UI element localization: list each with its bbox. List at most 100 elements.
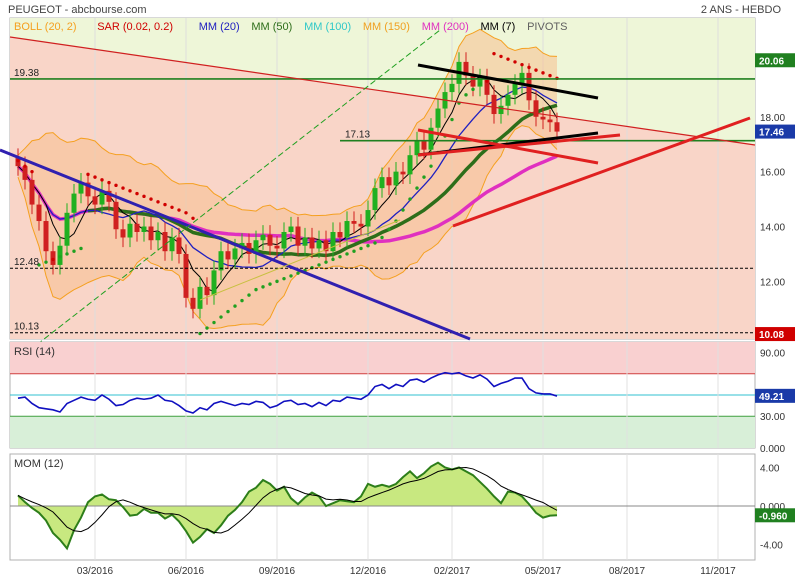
candle-body bbox=[470, 75, 476, 87]
candle-body bbox=[141, 226, 147, 232]
trend-line-dashed-green bbox=[29, 29, 441, 351]
candle-body bbox=[295, 226, 301, 246]
sar-dot bbox=[191, 216, 195, 220]
bollinger-lower-line bbox=[17, 125, 558, 329]
sar-dot bbox=[79, 246, 83, 251]
sar-dot bbox=[331, 257, 335, 262]
candle-body bbox=[323, 240, 329, 252]
candle-body bbox=[540, 116, 546, 120]
price-panel: 19.38 17.13 12.48 10.13 BOLL (20, 2) SAR (0.… bbox=[0, 17, 795, 351]
candle-body bbox=[505, 94, 511, 106]
chart-period: 2 ANS - HEBDO bbox=[701, 4, 782, 16]
candle-body bbox=[99, 190, 105, 205]
candle-body bbox=[225, 251, 231, 260]
sar-dot bbox=[464, 93, 468, 97]
sar-dot bbox=[247, 293, 251, 297]
rsi-y-tick: 90.00 bbox=[760, 349, 785, 360]
candle-body bbox=[449, 83, 455, 93]
sar-dot bbox=[128, 189, 132, 193]
x-tick-label: 05/2017 bbox=[525, 566, 562, 577]
sar-dot bbox=[324, 260, 328, 264]
sar-dot bbox=[527, 65, 531, 70]
sar-dot bbox=[16, 158, 20, 163]
legend-item: MM (50) bbox=[251, 21, 292, 33]
sar-dot bbox=[261, 285, 265, 289]
legend-item: MM (20) bbox=[199, 21, 240, 33]
x-tick-label: 12/2016 bbox=[350, 566, 387, 577]
candle-body bbox=[288, 226, 294, 232]
sar-dot bbox=[338, 254, 342, 259]
sar-dot bbox=[534, 68, 538, 72]
legend-item: MM (100) bbox=[304, 21, 351, 33]
candle-body bbox=[176, 237, 182, 254]
sar-dot bbox=[58, 254, 62, 259]
sar-dot bbox=[135, 191, 139, 196]
candle-body bbox=[232, 248, 238, 260]
candle-body bbox=[309, 237, 315, 249]
candle-body bbox=[484, 78, 490, 95]
candle-body bbox=[351, 221, 357, 224]
last-value-badge bbox=[755, 124, 795, 139]
sar-dot bbox=[93, 175, 97, 179]
candle-body bbox=[393, 171, 399, 186]
sar-dot bbox=[513, 60, 517, 64]
mom-last-badge bbox=[755, 508, 795, 523]
candle-body bbox=[281, 232, 287, 249]
trend-line-yellow bbox=[199, 219, 401, 301]
candle-body bbox=[414, 141, 420, 156]
candle-body bbox=[358, 223, 364, 227]
sar-dot bbox=[359, 246, 363, 251]
rsi-oversold-zone bbox=[10, 416, 755, 448]
x-tick-label: 06/2016 bbox=[168, 566, 205, 577]
sar-dot bbox=[219, 315, 223, 319]
candle-body bbox=[365, 210, 371, 227]
legend-item: MM (7) bbox=[481, 21, 516, 33]
legend-item: SAR (0.02, 0.2) bbox=[97, 21, 173, 33]
sar-dot bbox=[289, 274, 293, 278]
candle-body bbox=[435, 108, 441, 128]
sar-dot bbox=[310, 265, 314, 270]
x-tick-label: 03/2016 bbox=[77, 566, 114, 577]
candle-body bbox=[22, 166, 28, 180]
legend-item: PIVOTS bbox=[527, 21, 567, 33]
sar-dot bbox=[450, 117, 454, 122]
chart-title: PEUGEOT - abcbourse.com bbox=[8, 4, 147, 16]
sar-dot bbox=[548, 73, 552, 78]
legend-item: MM (150) bbox=[363, 21, 410, 33]
mom-title: MOM (12) bbox=[14, 458, 64, 470]
sar-dot bbox=[268, 282, 272, 286]
sar-dot bbox=[471, 87, 475, 92]
upper-channel-zone bbox=[10, 18, 755, 145]
sar-dot bbox=[282, 276, 286, 281]
last-value-text: 17.46 bbox=[759, 128, 784, 139]
sar-dot bbox=[240, 298, 244, 303]
sar-dot bbox=[51, 257, 55, 262]
candle-body bbox=[407, 155, 413, 175]
sar-dot bbox=[156, 200, 160, 204]
sar-dot bbox=[107, 180, 111, 185]
trend-line-resistance bbox=[9, 36, 756, 146]
last-value-text: 10.08 bbox=[759, 330, 784, 341]
sar-dot bbox=[149, 197, 153, 201]
sar-dot bbox=[506, 57, 510, 61]
rsi-y-tick: 0.000 bbox=[760, 444, 785, 455]
sar-dot bbox=[212, 320, 216, 325]
mom-y-tick: 4.00 bbox=[760, 463, 780, 474]
trend-line-red-upper bbox=[417, 133, 621, 157]
bollinger-upper-line bbox=[17, 28, 558, 217]
candle-body bbox=[498, 105, 504, 115]
sar-dot bbox=[380, 235, 384, 240]
candle-body bbox=[162, 232, 168, 252]
candle-body bbox=[253, 240, 259, 254]
candle-body bbox=[421, 141, 427, 150]
candle-body bbox=[512, 83, 518, 95]
sar-dot bbox=[163, 202, 167, 207]
candle-body bbox=[316, 240, 322, 249]
x-tick-label: 09/2016 bbox=[259, 566, 296, 577]
sar-dot bbox=[177, 208, 181, 212]
candle-body bbox=[379, 177, 385, 189]
candle-body bbox=[533, 100, 539, 117]
sar-dot bbox=[429, 164, 433, 168]
sar-dot bbox=[387, 227, 391, 231]
sar-dot bbox=[30, 169, 34, 174]
